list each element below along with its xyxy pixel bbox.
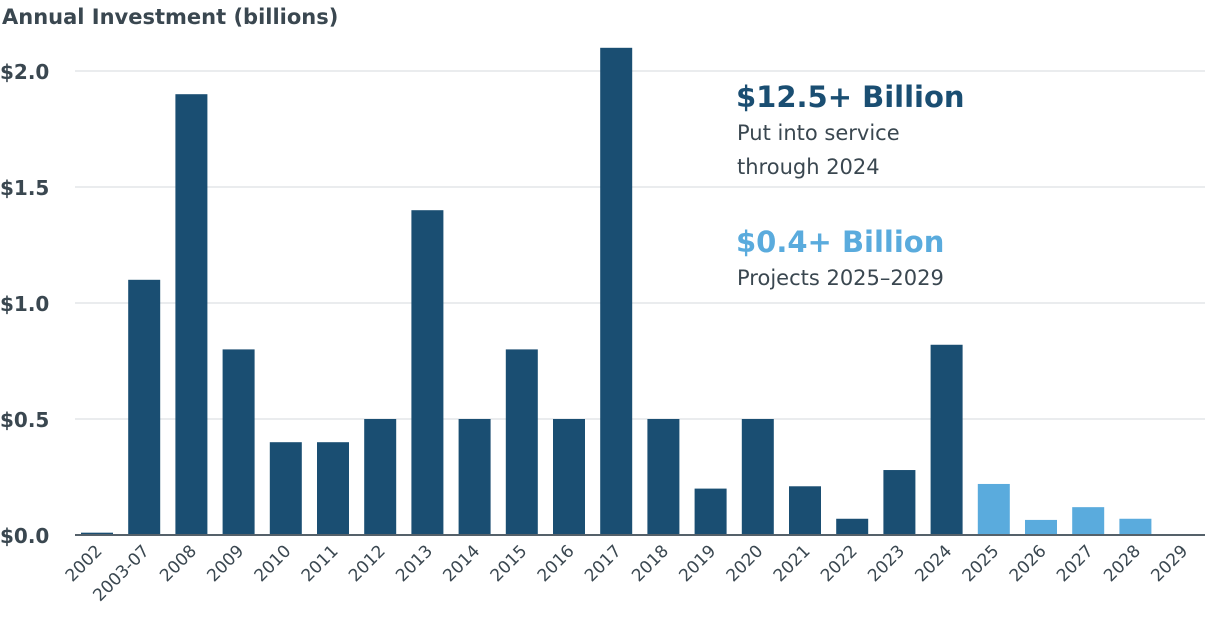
annotation-line: through 2024 [737,155,880,179]
y-tick-label: $0.5 [0,408,49,432]
x-tick-label: 2018 [628,541,673,586]
bar-2003-07 [128,279,161,535]
bar-2017 [600,47,633,536]
bar-2026 [1025,519,1057,535]
x-tick-label: 2019 [675,541,720,586]
bar-2019 [694,488,727,535]
x-tick-label: 2015 [487,541,532,586]
bar-2002 [81,532,113,535]
bar-2015 [505,349,538,535]
x-tick-label: 2012 [345,541,390,586]
bar-2013 [411,210,444,535]
bar-2020 [741,419,774,535]
x-tick-label: 2014 [439,541,484,586]
bar-2009 [222,349,255,535]
x-tick-label: 2009 [203,541,248,586]
y-tick-label: $0.0 [0,524,49,548]
y-tick-label: $2.0 [0,60,49,84]
y-tick-label: $1.0 [0,292,49,316]
x-tick-label: 2021 [770,541,815,586]
bar-2023 [883,470,916,535]
x-tick-label: 2024 [911,541,956,586]
annotation-projected: $0.4+ Billion Projects 2025–2029 [736,225,944,290]
x-tick-label: 2026 [1006,541,1051,586]
x-tick-label: 2013 [392,541,437,586]
annotation-line: Put into service [737,121,900,145]
x-tick-label: 2025 [959,541,1004,586]
x-tick-label: 2029 [1147,541,1192,586]
bar-2028 [1119,518,1152,535]
annotation-headline: $0.4+ Billion [736,225,944,259]
x-tick-label: 2027 [1053,541,1098,586]
annotation-in-service: $12.5+ Billion Put into service through … [736,80,965,179]
x-tick-label: 2002 [62,541,107,586]
bar-2027 [1072,507,1105,535]
x-tick-label: 2016 [534,541,579,586]
bar-2018 [647,419,680,535]
bar-2024 [930,344,963,535]
bar-2011 [317,442,349,535]
bar-2014 [458,419,491,535]
bar-2025 [977,483,1010,535]
x-tick-label: 2010 [251,541,296,586]
bar-2010 [269,442,302,535]
annotation-headline: $12.5+ Billion [736,80,965,114]
bar-2008 [175,94,208,535]
annotation-line: Projects 2025–2029 [737,266,944,290]
x-tick-label: 2022 [817,541,862,586]
bar-2022 [836,518,869,535]
x-tick-label: 2023 [864,541,909,586]
x-tick-label: 2028 [1100,541,1145,586]
x-tick-label: 2017 [581,541,626,586]
x-tick-label: 2020 [723,541,768,586]
bar-2016 [553,419,585,535]
bar-2021 [789,486,821,535]
bar-2012 [364,419,397,535]
x-tick-label: 2011 [298,541,343,586]
x-tick-label: 2008 [156,541,201,586]
y-tick-label: $1.5 [0,176,49,200]
chart-title: Annual Investment (billions) [2,5,338,29]
